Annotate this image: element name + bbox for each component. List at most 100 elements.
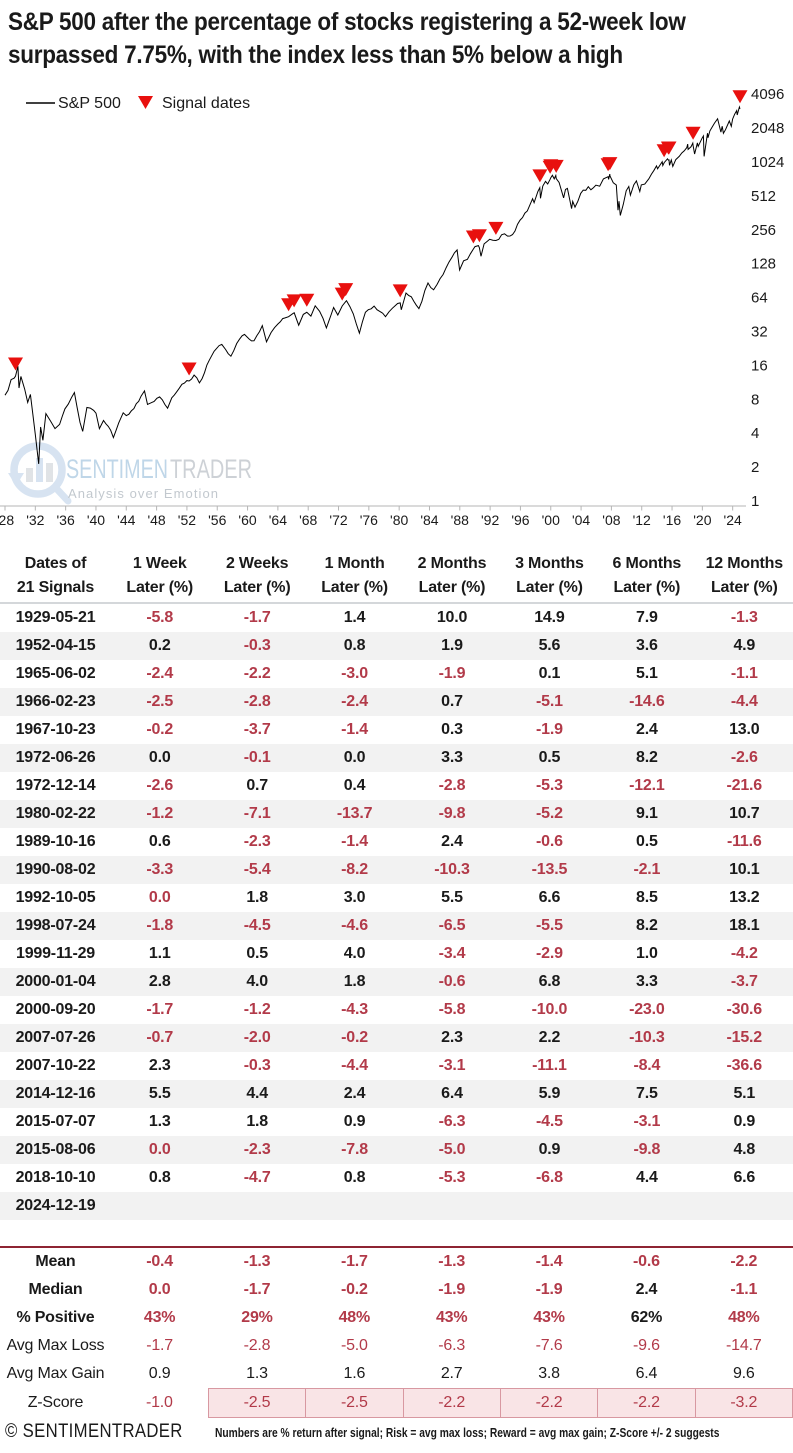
return-cell: [500, 1192, 599, 1220]
summary-label: Median: [28, 1281, 83, 1298]
summary-cell: 2.4: [635, 1281, 658, 1298]
summary-label: % Positive: [16, 1309, 95, 1326]
return-cell: 8.2: [598, 912, 696, 940]
return-cell: -1.9: [438, 665, 466, 682]
return-cell: 13.0: [729, 721, 760, 738]
date-cell: 2015-08-06: [0, 1136, 112, 1164]
return-cell: -2.2: [243, 665, 271, 682]
watermark-logo-handle: [51, 483, 72, 505]
legend-signals-label: Signal dates: [162, 95, 250, 112]
summary-cell: -0.6: [633, 1253, 660, 1270]
summary-cell: -0.2: [340, 1281, 368, 1298]
return-cell: -23.0: [629, 1001, 665, 1018]
signal-marker: 1967-10-23: [299, 293, 315, 307]
return-cell: 0.9: [500, 1136, 599, 1164]
return-cell: 0.5: [500, 744, 599, 772]
summary-row: Median 0.0 -1.7 -0.2 -1.9 -1.9 2.4 -1.1: [0, 1276, 793, 1304]
summary-label: Avg Max Gain: [6, 1365, 105, 1383]
return-cell: 6.4: [403, 1080, 501, 1108]
return-cell: 1.9: [403, 632, 501, 660]
zscore-cell: -2.2: [402, 1388, 501, 1418]
return-cell: -5.3: [536, 777, 563, 794]
table-header-cell: 1 Week Later (%): [111, 552, 209, 604]
return-cell: 4.0: [208, 968, 306, 996]
return-cell: 0.0: [111, 1136, 209, 1164]
return-cell: -1.2: [111, 800, 209, 828]
table-row: 1965-06-02 -2.4 -2.2 -3.0 -1.9 0.1 5.1 -1.1: [0, 660, 793, 688]
x-axis-label: '36: [57, 512, 75, 528]
return-cell: -13.5: [500, 856, 599, 884]
return-cell: -2.4: [146, 665, 174, 682]
return-cell: -6.3: [438, 1113, 466, 1130]
return-cell: -5.2: [500, 800, 599, 828]
return-cell: -6.5: [403, 912, 501, 940]
x-axis: '28 '32 '36 '40 '44 '48 '52 '56 '60 '64 '68 '72 '76 '…: [0, 505, 746, 528]
return-cell: 9.1: [598, 800, 696, 828]
summary-cell: 1.3: [246, 1365, 268, 1382]
watermark-logo-bar: [36, 458, 43, 482]
return-cell: 4.0: [343, 945, 366, 962]
return-cell: 3.6: [598, 632, 696, 660]
return-cell: -4.5: [536, 1113, 563, 1130]
summary-cell: 62%: [630, 1309, 663, 1326]
date-cell: 2000-09-20: [15, 1001, 96, 1018]
summary-table: Mean -0.4 -1.3 -1.7 -1.3 -1.4 -0.6 -2.2 Median 0.…: [0, 1246, 793, 1418]
return-cell: 6.6: [538, 889, 561, 906]
return-cell: 4.4: [208, 1080, 306, 1108]
date-cell: 1999-11-29: [16, 945, 95, 962]
return-cell: 2.4: [441, 833, 463, 850]
return-cell: -10.3: [598, 1024, 696, 1052]
return-cell: -11.6: [726, 833, 762, 850]
summary-row: Avg Max Loss -1.7 -2.8 -5.0 -6.3 -7.6 -9.6 -14.…: [0, 1332, 793, 1360]
table-row: 1952-04-15 0.2 -0.3 0.8 1.9 5.6 3.6 4.9: [0, 632, 793, 660]
return-cell: 5.6: [500, 632, 599, 660]
y-axis-label: 2: [751, 459, 759, 476]
signal-marker: 1929-05-21: [8, 357, 23, 371]
return-cell: 5.5: [441, 889, 463, 906]
table-row: 1967-10-23 -0.2 -3.7 -1.4 0.3 -1.9 2.4 13.0: [0, 716, 793, 744]
table-header-cell: 2 Months Later (%): [403, 552, 501, 604]
table-row: 2024-12-19: [0, 1192, 793, 1220]
return-cell: 2.2: [500, 1024, 599, 1052]
return-cell: -3.1: [633, 1113, 661, 1130]
page-title: S&P 500 after the percentage of stocks r…: [0, 0, 793, 72]
summary-cell: -1.4: [535, 1253, 563, 1270]
return-cell: 5.5: [111, 1080, 209, 1108]
return-cell: -3.4: [438, 945, 466, 962]
return-cell: 10.1: [695, 856, 793, 884]
return-cell: -8.4: [633, 1057, 661, 1074]
summary-cell: 48%: [338, 1309, 371, 1326]
return-cell: 0.6: [148, 833, 171, 850]
return-cell: 0.5: [246, 945, 268, 962]
return-cell: -9.8: [598, 1136, 696, 1164]
table-row: 1929-05-21 -5.8 -1.7 1.4 10.0 14.9 7.9 -1.3: [0, 603, 793, 632]
summary-cell: 9.6: [732, 1365, 755, 1382]
return-cell: -11.1: [532, 1057, 567, 1074]
return-cell: 3.3: [403, 744, 501, 772]
date-cell: 1929-05-21: [15, 609, 96, 626]
return-cell: -2.8: [438, 777, 466, 794]
signal-marker: 1966-02-23: [286, 294, 302, 308]
return-cell: -2.5: [111, 688, 209, 716]
summary-cell: 43%: [435, 1309, 468, 1326]
return-cell: -14.6: [598, 688, 696, 716]
return-cell: [208, 1192, 306, 1220]
table-row: 2000-01-04 2.8 4.0 1.8 -0.6 6.8 3.3 -3.7: [0, 968, 793, 996]
table-row: 2015-08-06 0.0 -2.3 -7.8 -5.0 0.9 -9.8 4.8: [0, 1136, 793, 1164]
return-cell: [403, 1192, 501, 1220]
watermark-brand-blue: SENTIMEN: [66, 454, 168, 484]
return-cell: -4.4: [695, 688, 793, 716]
summary-cell: -1.3: [243, 1253, 271, 1270]
return-cell: -2.3: [208, 1136, 306, 1164]
y-axis-label: 4096: [751, 86, 784, 103]
signal-marker: 2000-09-20: [548, 159, 564, 173]
y-axis-label: 32: [751, 324, 768, 341]
sentimentrader-watermark: SENTIMEN TRADER Analysis over Emotion: [8, 442, 252, 505]
return-cell: [111, 1192, 209, 1220]
return-cell: 1.8: [305, 968, 404, 996]
return-cell: -2.8: [208, 688, 306, 716]
return-cell: 0.9: [343, 1113, 366, 1130]
return-cell: 5.1: [636, 665, 658, 682]
table-header-cell: 12 Months Later (%): [695, 552, 793, 604]
return-cell: 0.7: [246, 777, 268, 794]
